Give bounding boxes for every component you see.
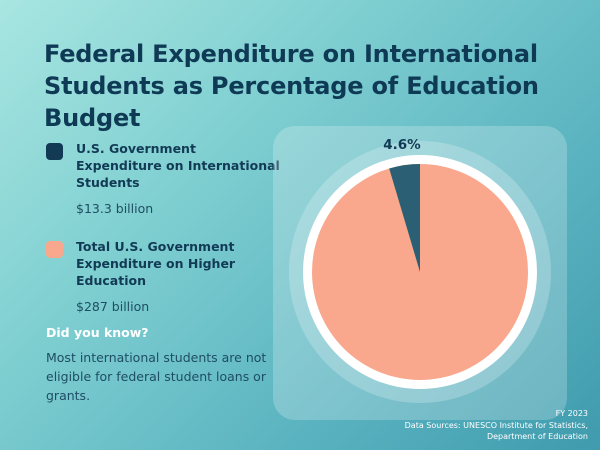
legend: U.S. Government Expenditure on Internati… xyxy=(46,140,281,314)
legend-label: U.S. Government Expenditure on Internati… xyxy=(76,141,280,190)
legend-value: $287 billion xyxy=(76,299,150,314)
footer-sources-2: Department of Education xyxy=(486,432,588,441)
chart-title: Federal Expenditure on International Stu… xyxy=(44,40,539,132)
legend-swatch-international xyxy=(46,143,63,160)
pie-percent-label: 4.6% xyxy=(383,137,421,153)
footer-year: FY 2023 xyxy=(555,409,588,418)
legend-value: $13.3 billion xyxy=(76,201,154,216)
footer-sources-1: Data Sources: UNESCO Institute for Stati… xyxy=(404,420,588,430)
pie-slice-international xyxy=(389,164,420,272)
did-you-know-text: Most international students are not elig… xyxy=(46,350,267,403)
did-you-know-title: Did you know? xyxy=(46,325,149,340)
footer: FY 2023 Data Sources: UNESCO Institute f… xyxy=(405,408,588,443)
legend-swatch-total xyxy=(46,241,63,258)
legend-item-total: Total U.S. Government Expenditure on Hig… xyxy=(46,238,281,314)
legend-item-international: U.S. Government Expenditure on Internati… xyxy=(46,140,281,216)
did-you-know: Did you know? Most international student… xyxy=(46,325,276,405)
legend-label: Total U.S. Government Expenditure on Hig… xyxy=(76,239,236,288)
